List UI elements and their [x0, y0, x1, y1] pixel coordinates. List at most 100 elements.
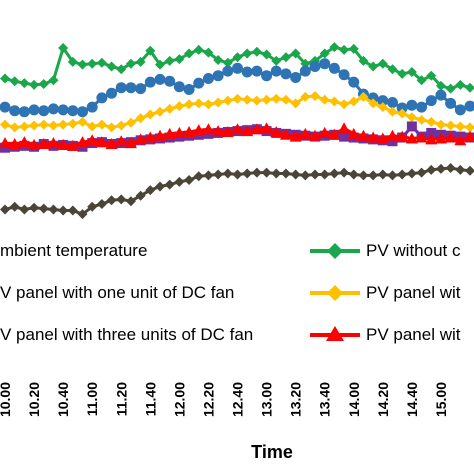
data-point-2-28 — [270, 65, 282, 77]
data-point-2-20 — [193, 77, 205, 89]
data-point-5-36 — [347, 127, 360, 139]
data-point-2-11 — [106, 87, 118, 99]
data-point-1-32 — [310, 55, 320, 66]
x-tick-label: 13.40 — [317, 382, 333, 417]
data-point-3-24 — [232, 93, 243, 104]
data-point-1-28 — [271, 55, 282, 66]
data-point-5-48 — [464, 130, 474, 142]
data-point-5-25 — [241, 125, 254, 137]
data-point-2-35 — [338, 69, 350, 81]
data-point-0-4 — [38, 203, 49, 214]
series-2 — [0, 58, 474, 118]
data-point-5-19 — [183, 126, 196, 137]
data-point-1-21 — [203, 47, 214, 58]
data-point-5-35 — [338, 122, 351, 134]
data-point-1-29 — [280, 52, 291, 63]
legend-entry-one-unit: V panel with one unit of DC fan — [0, 283, 234, 302]
data-point-0-43 — [416, 167, 427, 178]
data-point-4-42 — [406, 121, 417, 132]
data-point-3-36 — [348, 96, 359, 107]
data-point-3-32 — [310, 91, 320, 101]
data-point-0-22 — [213, 169, 224, 180]
data-point-0-9 — [87, 201, 98, 212]
data-point-3-17 — [164, 103, 175, 114]
data-point-2-7 — [67, 105, 79, 117]
data-point-3-11 — [106, 122, 117, 133]
data-point-2-25 — [241, 66, 253, 78]
x-tick-label: 11.20 — [113, 382, 129, 416]
data-point-5-22 — [212, 125, 225, 137]
data-point-1-7 — [67, 56, 78, 67]
data-point-3-23 — [222, 95, 233, 106]
data-point-1-13 — [125, 58, 136, 69]
data-point-4-44 — [426, 127, 437, 138]
data-point-3-15 — [145, 109, 156, 120]
data-point-0-38 — [368, 170, 379, 181]
data-point-1-27 — [261, 49, 272, 60]
data-point-1-8 — [77, 59, 88, 70]
x-tick-label: 15.00 — [433, 382, 449, 417]
data-point-5-38 — [367, 131, 380, 143]
data-point-0-36 — [348, 169, 359, 180]
data-point-1-5 — [48, 75, 59, 86]
data-point-2-32 — [309, 60, 321, 72]
legend-marker-pv-panel-red — [326, 326, 344, 341]
data-point-5-44 — [425, 133, 438, 145]
data-point-0-14 — [135, 190, 146, 201]
data-point-5-10 — [95, 136, 108, 148]
data-point-1-34 — [329, 42, 340, 53]
data-point-0-33 — [319, 169, 330, 180]
x-tick-label: 11.00 — [84, 382, 100, 416]
data-point-0-3 — [29, 202, 40, 213]
data-point-5-21 — [202, 123, 215, 135]
data-point-5-9 — [86, 134, 99, 146]
data-point-4-40 — [387, 136, 398, 147]
data-point-2-26 — [251, 65, 263, 77]
data-point-2-41 — [396, 102, 408, 114]
legend-label-pv-panel-red: PV panel wit — [366, 325, 461, 344]
data-point-1-17 — [164, 55, 175, 66]
data-point-1-22 — [213, 55, 224, 65]
data-point-1-38 — [368, 61, 379, 72]
data-point-0-24 — [232, 169, 243, 180]
data-point-0-25 — [242, 168, 253, 179]
data-point-1-36 — [348, 43, 359, 54]
data-point-2-6 — [57, 104, 69, 116]
data-point-2-40 — [387, 96, 398, 108]
data-point-0-21 — [203, 170, 214, 181]
data-point-0-7 — [67, 205, 78, 216]
data-point-2-17 — [164, 75, 176, 87]
data-point-3-4 — [38, 119, 49, 130]
data-point-1-6 — [58, 43, 69, 53]
data-point-0-40 — [387, 170, 398, 181]
legend: mbient temperature V panel with one unit… — [0, 241, 461, 344]
data-point-2-18 — [173, 81, 185, 93]
data-point-2-45 — [435, 89, 447, 101]
data-point-0-5 — [48, 204, 59, 215]
data-point-1-16 — [155, 59, 165, 70]
data-point-0-13 — [125, 196, 136, 207]
data-point-3-40 — [387, 106, 398, 117]
data-point-1-2 — [19, 78, 30, 89]
data-point-0-1 — [9, 201, 20, 212]
x-tick-label: 10.00 — [0, 382, 13, 417]
data-point-1-30 — [290, 48, 301, 59]
data-point-0-6 — [58, 205, 69, 216]
data-point-3-27 — [261, 94, 272, 105]
data-point-0-0 — [0, 204, 10, 215]
data-point-3-31 — [300, 91, 311, 102]
data-point-1-0 — [0, 73, 10, 84]
data-point-1-20 — [193, 44, 204, 55]
data-point-0-28 — [271, 168, 282, 179]
data-point-5-13 — [124, 137, 137, 149]
series-1 — [0, 42, 474, 94]
data-point-0-16 — [155, 181, 165, 192]
data-point-5-8 — [76, 136, 89, 148]
data-point-3-37 — [358, 91, 369, 102]
data-point-0-18 — [174, 176, 185, 187]
x-tick-label: 13.00 — [259, 382, 275, 417]
data-point-5-14 — [134, 133, 147, 145]
data-point-5-0 — [0, 137, 11, 149]
data-point-3-18 — [174, 101, 185, 112]
data-point-4-35 — [339, 131, 350, 142]
